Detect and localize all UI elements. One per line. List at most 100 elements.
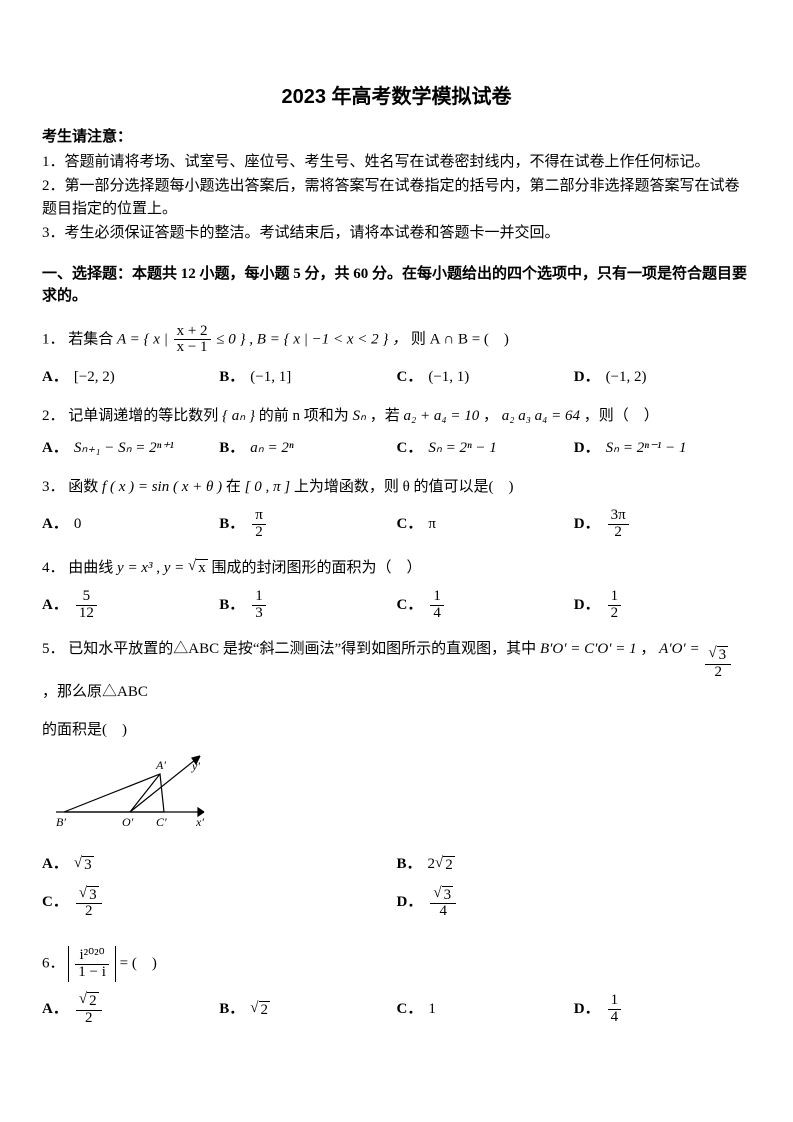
- q3-opt-C: C．π: [397, 508, 574, 541]
- q4-opt-D-den: 2: [608, 605, 622, 622]
- q2-cond2: a₂ a₃ a₄ = 64: [502, 408, 580, 424]
- opt-label: D．: [574, 594, 600, 617]
- q1-opt-B: B．(−1, 1]: [219, 366, 396, 389]
- radical-icon: √: [250, 1001, 258, 1016]
- q6-opt-A-frac: √2 2: [76, 992, 102, 1026]
- q2-opt-D: D．Sₙ = 2ⁿ⁻¹ − 1: [574, 437, 751, 460]
- question-5: 5． 已知水平放置的△ABC 是按“斜二测画法”得到如图所示的直观图，其中 B′…: [42, 638, 751, 930]
- radical-icon: √: [188, 559, 196, 574]
- q1-number: 1．: [42, 331, 65, 347]
- q2-opt-A-v: Sₙ₊₁ − Sₙ = 2ⁿ⁺¹: [74, 437, 174, 460]
- question-3: 3． 函数 f ( x ) = sin ( x + θ ) 在 [ 0 , π …: [42, 476, 751, 541]
- q3-number: 3．: [42, 479, 65, 495]
- opt-label: D．: [574, 998, 600, 1021]
- exam-page: 2023 年高考数学模拟试卷 考生请注意： 1．答题前请将考场、试室号、座位号、…: [0, 0, 793, 1122]
- question-1: 1． 若集合 A = { x | x + 2 x − 1 ≤ 0 } , B =…: [42, 324, 751, 389]
- q3-opt-B: B． π 2: [219, 508, 396, 541]
- q2-Sn: Sₙ: [353, 408, 366, 424]
- q2-opt-B-v: aₙ = 2ⁿ: [250, 437, 293, 460]
- q4-opt-A-frac: 512: [76, 589, 97, 622]
- q6-opt-B: B． √2: [219, 992, 396, 1026]
- opt-label: B．: [219, 998, 244, 1021]
- q4-curve2-lead: y =: [164, 560, 188, 576]
- q5-opt-A: A． √3: [42, 853, 397, 876]
- opt-label: C．: [397, 998, 423, 1021]
- q5-opt-C-den: 2: [76, 903, 102, 920]
- q2-number: 2．: [42, 408, 65, 424]
- q5-c: 的面积是( ): [42, 722, 127, 738]
- q6-opt-A: A． √2 2: [42, 992, 219, 1026]
- question-4: 4． 由曲线 y = x³ , y = √x 围成的封闭图形的面积为（ ） A．…: [42, 557, 751, 622]
- q5-number: 5．: [42, 641, 65, 657]
- q3-opt-B-num: π: [252, 508, 266, 524]
- q3-opt-D-den: 2: [608, 524, 629, 541]
- q2-opt-D-v: Sₙ = 2ⁿ⁻¹ − 1: [606, 437, 687, 460]
- q6-opt-C: C．1: [397, 992, 574, 1026]
- q3-interval: [ 0 , π ]: [245, 479, 290, 495]
- q1-opt-C: C．(−1, 1): [397, 366, 574, 389]
- q5-fig-label-C: C′: [156, 815, 167, 829]
- q2-opt-B: B．aₙ = 2ⁿ: [219, 437, 396, 460]
- q3-func: f ( x ) = sin ( x + θ ): [102, 479, 222, 495]
- q4-opt-C-num: 1: [430, 589, 444, 605]
- notice-line-2a: 2．第一部分选择题每小题选出答案后，需将答案写在试卷指定的括号内，第二部分非选择…: [42, 178, 740, 217]
- q3-opt-B-den: 2: [252, 524, 266, 541]
- q1-frac-den: x − 1: [174, 339, 211, 356]
- q5-opt-D-rad: √3: [433, 886, 453, 904]
- q6-opt-A-rad: √2: [79, 992, 99, 1010]
- q4-opt-A-num: 5: [76, 589, 97, 605]
- q6-opt-C-v: 1: [428, 998, 436, 1021]
- q5-cond2-frac: √3 2: [705, 646, 731, 680]
- opt-label: A．: [42, 513, 68, 536]
- q6-number: 6．: [42, 956, 65, 972]
- q5-opt-B: B． 2 √2: [397, 853, 752, 876]
- q5-sep1: ，: [640, 641, 655, 657]
- q4-opt-A: A． 512: [42, 589, 219, 622]
- q2-b: 的前 n 项和为: [259, 408, 353, 424]
- page-title: 2023 年高考数学模拟试卷: [42, 82, 751, 112]
- q6-opt-D-den: 4: [608, 1009, 622, 1026]
- q4-opt-B-den: 3: [252, 605, 266, 622]
- q4-opt-D-frac: 12: [608, 589, 622, 622]
- opt-label: A．: [42, 998, 68, 1021]
- q5-opt-A-rad: √3: [74, 856, 94, 874]
- q4-b: 围成的封闭图形的面积为（ ）: [211, 560, 421, 576]
- q3-opt-D: D． 3π 2: [574, 508, 751, 541]
- q5-b: ，那么原△ABC: [42, 684, 148, 700]
- q6-opt-B-radv: 2: [259, 1001, 271, 1019]
- q3-options: A．0 B． π 2 C．π D． 3π 2: [42, 508, 751, 541]
- q4-a: 由曲线: [68, 560, 117, 576]
- q5-opt-D-radv: 3: [442, 886, 454, 904]
- q5-opt-D-frac: √3 4: [430, 886, 456, 920]
- q5-fig-label-y: y′: [191, 759, 200, 773]
- q1-opt-A: A．[−2, 2): [42, 366, 219, 389]
- q3-b: 在: [226, 479, 245, 495]
- q2-opt-C: C．Sₙ = 2ⁿ − 1: [397, 437, 574, 460]
- q4-opt-B: B． 13: [219, 589, 396, 622]
- q6-abs-frac: i²⁰²⁰ 1 − i: [75, 948, 109, 981]
- opt-label: A．: [42, 437, 68, 460]
- radical-icon: √: [708, 646, 716, 661]
- q4-curve2-rad: √x: [188, 559, 208, 577]
- q3-a: 函数: [68, 479, 102, 495]
- q5-opt-A-v: 3: [82, 856, 94, 874]
- q6-options: A． √2 2 B． √2 C．1 D． 1 4: [42, 992, 751, 1026]
- radical-icon: √: [74, 856, 82, 871]
- opt-label: A．: [42, 366, 68, 389]
- radical-icon: √: [435, 856, 443, 871]
- notice-lead: 考生请注意：: [42, 126, 751, 149]
- q2-opt-A: A． Sₙ₊₁ − Sₙ = 2ⁿ⁺¹: [42, 437, 219, 460]
- q5-opt-C-rad: √3: [79, 886, 99, 904]
- q5-opt-D-den: 4: [430, 903, 456, 920]
- opt-label: B．: [219, 594, 244, 617]
- q1-tail: 则 A ∩ B = ( ): [411, 331, 509, 347]
- opt-label: C．: [397, 594, 423, 617]
- q2-d: ，: [483, 408, 502, 424]
- q6-opt-A-radv: 2: [87, 992, 99, 1010]
- q5-opt-C-radv: 3: [87, 886, 99, 904]
- opt-label: A．: [42, 853, 68, 876]
- q4-opt-A-den: 12: [76, 605, 97, 622]
- q4-opt-D-num: 1: [608, 589, 622, 605]
- opt-label: D．: [397, 891, 423, 914]
- q5-opt-D: D． √3 4: [397, 886, 752, 920]
